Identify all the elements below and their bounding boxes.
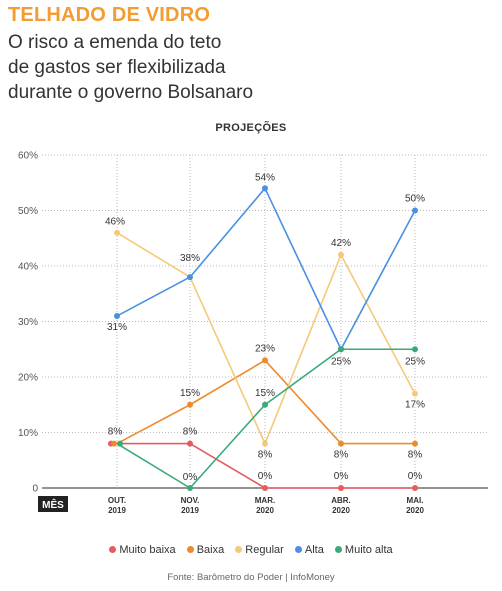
data-label-series-3: 25% bbox=[331, 356, 351, 367]
data-point-series-1 bbox=[412, 440, 418, 447]
data-point-series-2 bbox=[338, 251, 344, 258]
data-point-series-4 bbox=[338, 346, 344, 353]
headline-line-1: O risco a emenda do teto bbox=[8, 32, 222, 53]
x-axis-label-box bbox=[38, 496, 68, 512]
headline-line-2: de gastos ser flexibilizada bbox=[8, 57, 226, 78]
x-tick-label-year: 2020 bbox=[256, 506, 274, 515]
legend-item-muito-baixa: Muito baixa bbox=[109, 544, 176, 556]
data-label-series-4: 25% bbox=[405, 356, 425, 367]
x-tick-label-month: MAI. bbox=[407, 496, 424, 505]
y-tick-label: 10% bbox=[18, 428, 38, 439]
legend: Muito baixa Baixa Regular Alta Muito alt… bbox=[0, 544, 502, 556]
x-tick-label-month: OUT. bbox=[108, 496, 126, 505]
legend-label-alta: Alta bbox=[304, 544, 324, 556]
data-point-series-1 bbox=[111, 440, 117, 447]
data-point-series-2 bbox=[262, 440, 268, 447]
data-label-series-4: 15% bbox=[255, 388, 275, 399]
legend-dot-muito-baixa bbox=[109, 545, 117, 553]
legend-label-muito-alta: Muito alta bbox=[344, 544, 393, 556]
data-point-series-4 bbox=[262, 401, 268, 408]
x-tick-label-year: 2020 bbox=[406, 506, 424, 515]
y-tick-label: 0 bbox=[32, 484, 38, 495]
x-tick-label-month: NOV. bbox=[181, 496, 200, 505]
series-line-2 bbox=[116, 232, 416, 445]
data-label-series-3: 31% bbox=[107, 322, 127, 333]
data-label-series-2: 8% bbox=[258, 450, 273, 461]
data-label-series-0: 0% bbox=[408, 471, 423, 482]
chart-title: PROJEÇÕES bbox=[215, 122, 287, 134]
data-label-series-2: 46% bbox=[105, 217, 125, 228]
x-tick-label-year: 2019 bbox=[181, 506, 199, 515]
y-tick-label: 60% bbox=[18, 151, 38, 162]
data-point-series-4 bbox=[117, 440, 123, 447]
series-line-3 bbox=[116, 187, 416, 351]
data-point-series-3 bbox=[412, 207, 418, 214]
x-tick-label-month: ABR. bbox=[331, 496, 351, 505]
series-line-4 bbox=[116, 348, 415, 489]
legend-dot-regular bbox=[235, 545, 243, 553]
data-point-series-2 bbox=[412, 390, 418, 397]
legend-label-muito-baixa: Muito baixa bbox=[119, 544, 176, 556]
legend-dot-alta bbox=[294, 545, 302, 553]
data-label-series-4: 0% bbox=[183, 472, 198, 483]
data-label-series-3: 54% bbox=[255, 172, 275, 183]
data-point-series-0 bbox=[262, 485, 268, 491]
data-label-series-0: 8% bbox=[108, 427, 123, 438]
legend-label-regular: Regular bbox=[245, 544, 284, 556]
data-label-series-0: 0% bbox=[334, 471, 349, 482]
data-point-series-1 bbox=[187, 401, 193, 408]
x-tick-label-month: MAR. bbox=[255, 496, 275, 505]
legend-dot-muito-alta bbox=[334, 545, 342, 553]
headline: O risco a emenda do teto de gastos ser f… bbox=[8, 30, 488, 105]
x-axis-label: MÊS bbox=[42, 498, 64, 511]
data-point-series-1 bbox=[338, 440, 344, 447]
legend-item-alta: Alta bbox=[294, 544, 324, 556]
data-point-series-1 bbox=[262, 357, 268, 364]
data-point-series-2 bbox=[114, 229, 120, 236]
y-tick-label: 50% bbox=[18, 206, 38, 217]
kicker-title: TELHADO DE VIDRO bbox=[8, 4, 211, 26]
data-label-series-1: 8% bbox=[408, 450, 423, 461]
data-label-series-2: 42% bbox=[331, 238, 351, 249]
legend-dot-baixa bbox=[186, 545, 194, 553]
data-label-series-3: 50% bbox=[405, 194, 425, 205]
data-point-series-4 bbox=[412, 346, 418, 353]
y-tick-label: 20% bbox=[18, 373, 38, 384]
data-label-series-1: 8% bbox=[334, 450, 349, 461]
legend-item-baixa: Baixa bbox=[186, 544, 225, 556]
data-point-series-0 bbox=[187, 440, 193, 447]
legend-item-muito-alta: Muito alta bbox=[334, 544, 393, 556]
legend-item-regular: Regular bbox=[235, 544, 284, 556]
data-point-series-3 bbox=[114, 312, 120, 319]
data-point-series-4 bbox=[187, 485, 193, 491]
legend-label-baixa: Baixa bbox=[196, 544, 225, 556]
data-point-series-0 bbox=[412, 485, 418, 491]
data-label-series-0: 8% bbox=[183, 427, 198, 438]
data-label-series-2: 17% bbox=[405, 400, 425, 411]
data-label-series-1: 15% bbox=[180, 388, 200, 399]
y-tick-label: 30% bbox=[18, 317, 38, 328]
y-tick-label: 40% bbox=[18, 262, 38, 273]
headline-line-3: durante o governo Bolsanaro bbox=[8, 82, 254, 103]
data-point-series-3 bbox=[187, 274, 193, 281]
x-tick-label-year: 2019 bbox=[108, 506, 126, 515]
x-tick-label-year: 2020 bbox=[332, 506, 350, 515]
data-point-series-0 bbox=[338, 485, 344, 491]
source-note: Fonte: Barômetro do Poder | InfoMoney bbox=[167, 572, 335, 583]
data-label-series-2: 38% bbox=[180, 253, 200, 264]
data-label-series-0: 0% bbox=[258, 471, 273, 482]
data-label-series-1: 23% bbox=[255, 343, 275, 354]
data-point-series-3 bbox=[262, 185, 268, 192]
